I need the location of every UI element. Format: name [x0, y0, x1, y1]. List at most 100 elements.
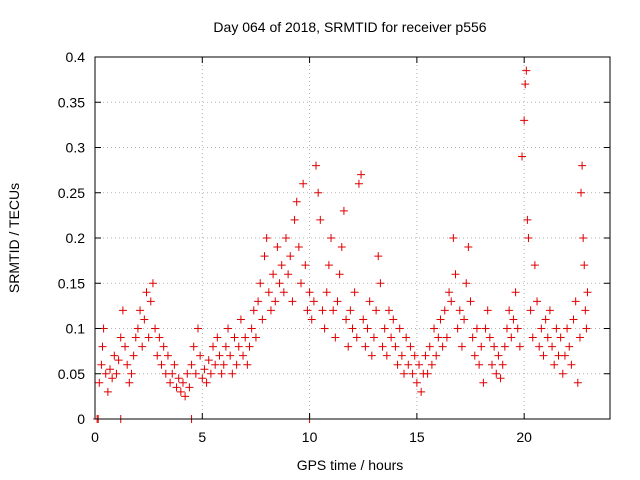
data-point — [415, 360, 424, 369]
data-point — [583, 288, 592, 297]
data-point — [234, 342, 243, 351]
data-point — [146, 297, 155, 306]
data-point — [131, 333, 140, 342]
data-point — [114, 356, 123, 365]
data-point — [511, 288, 520, 297]
data-point — [148, 279, 157, 288]
data-point — [507, 333, 516, 342]
data-point — [155, 333, 164, 342]
data-point — [490, 342, 499, 351]
data-point — [151, 324, 160, 333]
data-point — [284, 270, 293, 279]
data-point — [314, 188, 323, 197]
data-point — [425, 342, 434, 351]
data-point — [400, 369, 408, 378]
data-point — [232, 360, 241, 369]
data-point — [464, 243, 473, 252]
data-point — [320, 324, 329, 333]
data-point — [556, 333, 565, 342]
data-point — [483, 306, 492, 315]
data-point — [367, 351, 376, 360]
data-point — [503, 324, 511, 333]
data-point — [498, 360, 507, 369]
data-point — [342, 315, 351, 324]
data-point — [239, 351, 248, 360]
data-point — [191, 369, 200, 378]
data-point — [455, 306, 464, 315]
data-point — [346, 306, 355, 315]
data-point — [402, 333, 411, 342]
data-point — [236, 315, 245, 324]
data-point — [445, 288, 454, 297]
y-tick-label: 0.05 — [58, 366, 85, 382]
data-point — [410, 351, 419, 360]
data-point — [200, 365, 209, 374]
data-point — [395, 324, 404, 333]
data-point — [548, 342, 557, 351]
data-point — [271, 297, 280, 306]
data-point — [509, 315, 518, 324]
data-point — [487, 360, 496, 369]
data-point — [189, 342, 198, 351]
data-point — [183, 369, 192, 378]
data-point — [116, 333, 125, 342]
data-point — [406, 342, 415, 351]
data-point — [438, 342, 447, 351]
data-point — [481, 324, 490, 333]
data-point — [427, 360, 436, 369]
data-point — [258, 315, 267, 324]
data-point — [206, 369, 215, 378]
data-point — [264, 288, 273, 297]
x-tick-label: 15 — [409, 429, 425, 445]
data-points — [93, 66, 592, 423]
data-point — [275, 279, 284, 288]
data-point — [524, 234, 533, 242]
data-point — [541, 315, 550, 324]
data-point — [101, 369, 110, 378]
data-point — [522, 66, 531, 75]
y-tick-label: 0.1 — [66, 321, 86, 337]
data-point — [440, 306, 449, 315]
data-point — [404, 360, 413, 369]
data-point — [520, 116, 529, 125]
data-point — [492, 369, 501, 378]
data-point — [552, 324, 561, 333]
data-point — [166, 378, 175, 387]
data-point — [127, 369, 136, 378]
data-point — [477, 342, 486, 351]
data-point — [110, 351, 119, 360]
data-point — [221, 342, 230, 351]
data-point — [412, 378, 421, 387]
data-point — [327, 234, 336, 242]
data-point — [333, 297, 342, 306]
data-point — [466, 297, 475, 306]
data-point — [224, 324, 233, 333]
data-point — [417, 387, 426, 396]
data-point — [505, 306, 514, 315]
data-point — [292, 197, 301, 206]
data-point — [457, 342, 466, 351]
data-point — [324, 261, 333, 270]
data-point — [391, 342, 400, 351]
data-point — [563, 324, 572, 333]
data-point — [307, 315, 316, 324]
data-point — [209, 342, 218, 351]
data-point — [290, 215, 299, 224]
data-point — [142, 288, 151, 297]
data-point — [579, 234, 588, 242]
data-point — [421, 351, 430, 360]
data-point — [523, 215, 532, 224]
data-point — [578, 161, 587, 170]
data-point — [434, 333, 443, 342]
data-point — [350, 288, 359, 297]
data-point — [118, 306, 127, 315]
data-point — [380, 324, 389, 333]
x-tick-label: 20 — [516, 429, 532, 445]
data-point — [470, 351, 479, 360]
data-point — [241, 333, 250, 342]
data-point — [329, 306, 338, 315]
data-point — [442, 333, 451, 342]
data-point — [172, 383, 181, 392]
data-point — [581, 306, 590, 315]
data-point — [170, 360, 179, 369]
